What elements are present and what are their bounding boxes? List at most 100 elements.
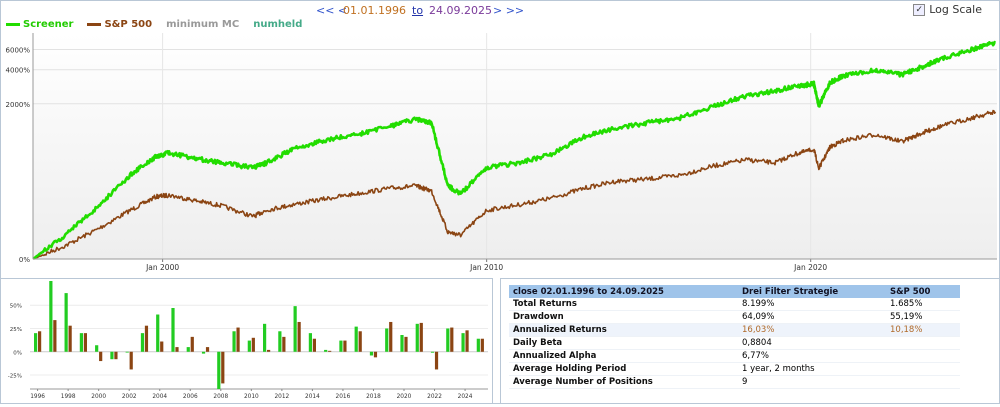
bar-screener-2009[interactable]: [232, 331, 236, 352]
bar-s-p-500-2023[interactable]: [450, 327, 454, 352]
bar-screener-2001[interactable]: [110, 351, 114, 360]
x-tick-label: Jan 2020: [793, 263, 827, 272]
bar-screener-2010[interactable]: [247, 340, 251, 352]
bar-s-p-500-1996[interactable]: [38, 331, 42, 352]
bar-screener-2022[interactable]: [430, 351, 435, 353]
bar-s-p-500-2012[interactable]: [282, 336, 286, 352]
legend-item-numheld[interactable]: numheld: [253, 19, 302, 30]
bar-screener-1999[interactable]: [79, 333, 83, 352]
main-performance-chart[interactable]: 0% 2000% 4000% 6000% Jan 2000 Jan 2010 Jan 20…: [0, 33, 998, 277]
x-tick-label: 2012: [274, 394, 289, 400]
bar-screener-2016[interactable]: [339, 340, 343, 352]
to-link[interactable]: to: [412, 4, 424, 17]
bar-s-p-500-2013[interactable]: [297, 321, 301, 352]
stats-strategy-value: 16,03%: [738, 323, 886, 337]
stats-strategy-value: 64,09%: [738, 310, 886, 324]
bar-screener-2020[interactable]: [400, 335, 404, 352]
annual-returns-panel: 50% 25% 0% -25% 1996 1998 2000 2002 2004 2006 200…: [0, 278, 493, 403]
bar-s-p-500-2005[interactable]: [175, 347, 179, 352]
legend-label: Screener: [23, 19, 74, 30]
bar-s-p-500-2010[interactable]: [251, 337, 255, 352]
x-tick-label: 2020: [397, 394, 412, 400]
bar-s-p-500-2015[interactable]: [328, 350, 332, 352]
bar-s-p-500-1998[interactable]: [68, 325, 72, 352]
bar-s-p-500-2014[interactable]: [312, 338, 316, 352]
series-line-screener[interactable]: [32, 40, 996, 260]
bar-screener-2005[interactable]: [171, 308, 175, 352]
stats-row-drawdown: Drawdown 64,09% 55,19%: [509, 310, 960, 324]
x-tick-label: 2002: [122, 394, 137, 400]
start-date[interactable]: 01.01.1996: [343, 4, 406, 17]
bar-screener-2018[interactable]: [369, 351, 374, 356]
bar-screener-2008[interactable]: [217, 351, 221, 389]
bar-screener-2017[interactable]: [354, 326, 358, 352]
bar-s-p-500-2025[interactable]: [480, 338, 484, 352]
stats-row-average-holding-period: Average Holding Period 1 year, 2 months: [509, 362, 960, 376]
legend-item-sp500[interactable]: S&P 500: [87, 19, 152, 30]
bar-screener-1997[interactable]: [49, 281, 53, 352]
bar-s-p-500-2017[interactable]: [358, 331, 362, 352]
y-tick-label: -25%: [8, 374, 22, 380]
nav-back-button[interactable]: << <: [316, 4, 348, 17]
bar-screener-1998[interactable]: [64, 293, 68, 352]
stats-sp500-value: [886, 362, 960, 376]
bar-screener-2007[interactable]: [201, 351, 206, 354]
legend-item-minimum-mc[interactable]: minimum MC: [166, 19, 239, 30]
x-tick-label: 2024: [458, 394, 473, 400]
stats-strategy-value: 1 year, 2 months: [738, 362, 886, 376]
bar-screener-2019[interactable]: [385, 328, 389, 352]
stats-sp500-value: [886, 336, 960, 350]
bar-s-p-500-2009[interactable]: [236, 327, 240, 352]
bar-screener-2025[interactable]: [476, 338, 480, 352]
x-tick-label: 2010: [244, 394, 259, 400]
bar-screener-1996[interactable]: [34, 333, 38, 352]
bar-s-p-500-1999[interactable]: [83, 333, 87, 352]
bar-screener-2024[interactable]: [461, 333, 465, 352]
bar-s-p-500-2024[interactable]: [465, 330, 469, 352]
annual-returns-bar-chart[interactable]: 50% 25% 0% -25% 1996 1998 2000 2002 2004 2006 200…: [0, 279, 492, 403]
checkbox-icon[interactable]: ✓: [913, 3, 926, 16]
legend-label: numheld: [253, 19, 303, 30]
bar-s-p-500-2019[interactable]: [389, 321, 393, 352]
bar-screener-2006[interactable]: [186, 347, 190, 352]
bar-screener-2015[interactable]: [324, 349, 328, 352]
bar-s-p-500-2018[interactable]: [373, 351, 378, 358]
y-tick-label: 50%: [10, 304, 22, 310]
bar-s-p-500-2004[interactable]: [160, 341, 164, 352]
stats-strategy-value: 6,77%: [738, 349, 886, 363]
log-scale-label: Log Scale: [929, 3, 982, 16]
stats-label: Daily Beta: [509, 336, 738, 350]
bar-screener-2000[interactable]: [95, 345, 99, 352]
bar-screener-2012[interactable]: [278, 331, 282, 352]
bar-screener-2021[interactable]: [415, 323, 419, 352]
nav-forward-button[interactable]: > >>: [493, 4, 525, 17]
bar-s-p-500-2020[interactable]: [404, 336, 408, 352]
bar-s-p-500-2022[interactable]: [434, 351, 439, 370]
bar-screener-2011[interactable]: [263, 323, 267, 352]
plot-area: [33, 33, 997, 259]
end-date[interactable]: 24.09.2025: [429, 4, 492, 17]
bar-s-p-500-2002[interactable]: [129, 351, 133, 370]
bar-s-p-500-2011[interactable]: [267, 349, 271, 352]
bar-screener-2013[interactable]: [293, 306, 297, 352]
bar-s-p-500-2006[interactable]: [190, 336, 194, 352]
bar-s-p-500-2001[interactable]: [114, 351, 118, 360]
bar-s-p-500-2007[interactable]: [205, 347, 210, 352]
log-scale-toggle[interactable]: ✓ Log Scale: [913, 3, 982, 16]
bar-screener-2023[interactable]: [446, 328, 450, 352]
x-tick-label: 2004: [152, 394, 167, 400]
bar-screener-2003[interactable]: [140, 333, 145, 352]
bar-s-p-500-2008[interactable]: [221, 351, 225, 384]
series-line-s-p-500[interactable]: [32, 109, 997, 260]
x-tick-label: 2000: [91, 394, 106, 400]
bar-screener-2014[interactable]: [308, 333, 312, 352]
bar-s-p-500-2016[interactable]: [343, 340, 347, 352]
bar-screener-2002[interactable]: [125, 351, 129, 353]
stats-label: Average Number of Positions: [509, 375, 738, 389]
bar-s-p-500-2000[interactable]: [99, 351, 103, 362]
bar-s-p-500-1997[interactable]: [53, 320, 57, 352]
bar-screener-2004[interactable]: [156, 314, 160, 352]
bar-s-p-500-2003[interactable]: [144, 325, 149, 352]
legend-item-screener[interactable]: Screener: [6, 19, 73, 30]
bar-s-p-500-2021[interactable]: [419, 322, 423, 352]
